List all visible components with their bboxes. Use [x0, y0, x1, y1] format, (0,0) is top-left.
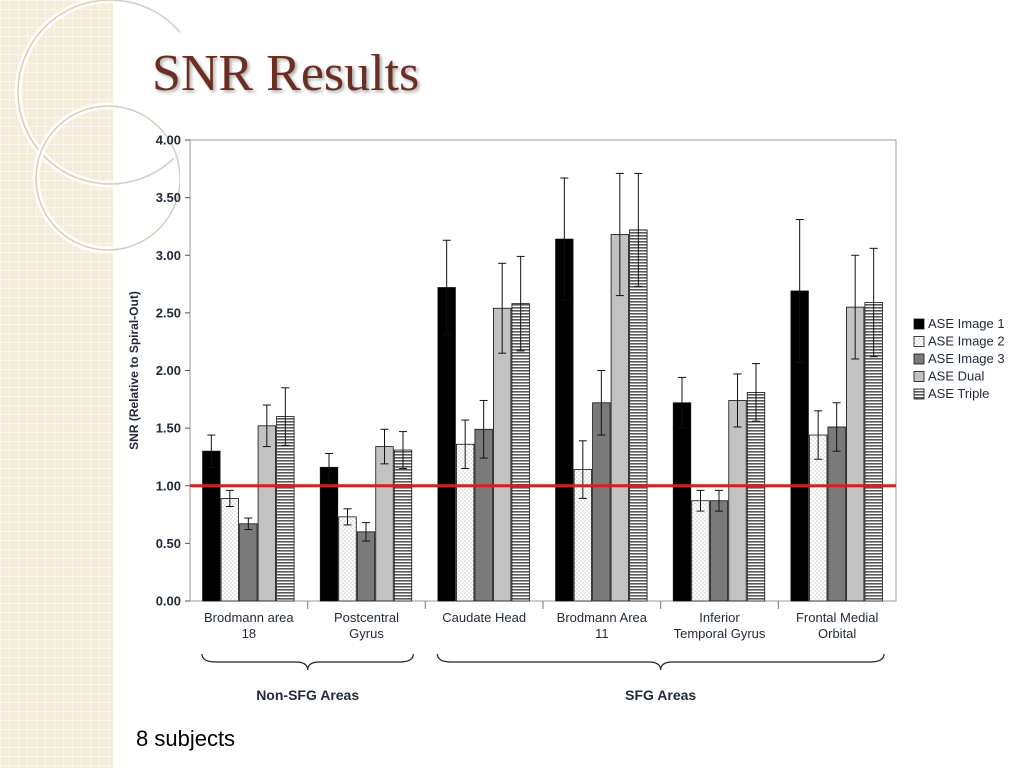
category-label: Frontal Medial	[796, 610, 878, 625]
bar-ase-triple	[746, 391, 766, 602]
y-tick-label: 4.00	[156, 133, 181, 148]
bar-ase-image-2	[220, 498, 239, 602]
group-brace	[436, 653, 885, 671]
bar-ase-triple	[393, 449, 413, 602]
category-label: Orbital	[818, 626, 856, 641]
bar-ase-image-3	[356, 531, 376, 602]
bar-ase-image-1	[202, 450, 221, 602]
snr-chart: 0.00 0.50 1.00 1.50 2.00 2.50 3.00 3.50 4.00 SNR …	[118, 118, 1024, 708]
y-tick-label: 0.50	[156, 536, 181, 551]
y-tick-label: 0.00	[156, 594, 181, 609]
bar-ase-image-2	[809, 434, 828, 602]
bar-ase-image-1	[319, 466, 339, 602]
bar-ase-image-3	[709, 500, 729, 602]
y-tick-label: 3.00	[156, 248, 181, 263]
category-label: Brodmann area	[204, 610, 294, 625]
category-label: Inferior	[699, 610, 740, 625]
legend-swatch	[913, 336, 925, 347]
legend-label: ASE Triple	[928, 386, 989, 401]
legend-label: ASE Image 1	[928, 316, 1005, 331]
slide-title: SNR Results	[152, 45, 420, 102]
category-label: Brodmann Area	[557, 610, 648, 625]
y-tick-label: 2.00	[156, 363, 181, 378]
bar-ase-dual	[375, 446, 394, 602]
bar-ase-image-2	[338, 516, 357, 602]
legend-swatch	[913, 371, 925, 382]
category-label: Caudate Head	[442, 610, 526, 625]
group-label: Non-SFG Areas	[256, 687, 359, 703]
bar-ase-image-3	[827, 426, 846, 602]
bar-ase-image-2	[691, 500, 710, 602]
legend-label: ASE Image 3	[928, 351, 1005, 366]
category-label: Temporal Gyrus	[674, 626, 766, 641]
y-tick-label: 1.00	[156, 478, 181, 493]
bar-ase-image-1	[672, 402, 692, 602]
y-tick-label: 1.50	[156, 421, 181, 436]
category-label: 11	[595, 626, 609, 641]
decorative-rings	[14, 0, 180, 254]
subject-count-note: 8 subjects	[136, 726, 236, 751]
category-label: Gyrus	[349, 626, 384, 641]
group-label: SFG Areas	[625, 687, 696, 703]
bar-ase-dual	[257, 425, 276, 602]
category-label: 18	[242, 626, 256, 641]
legend-swatch	[913, 353, 925, 365]
y-tick-label: 2.50	[156, 305, 181, 320]
legend-label: ASE Dual	[928, 369, 984, 384]
legend-label: ASE Image 2	[928, 334, 1005, 349]
bar-ase-image-3	[239, 523, 258, 602]
y-tick-label: 3.50	[156, 190, 181, 205]
group-brace	[201, 653, 414, 671]
chart-canvas: 0.00 0.50 1.00 1.50 2.00 2.50 3.00 3.50 4.00 SNR …	[127, 133, 1005, 704]
legend-swatch	[913, 318, 925, 330]
y-axis-title: SNR (Relative to Spiral-Out)	[127, 291, 141, 450]
category-label: Postcentral	[334, 610, 399, 625]
legend-swatch	[913, 388, 925, 400]
bar-ase-dual	[728, 400, 747, 602]
plot-area	[189, 139, 897, 602]
